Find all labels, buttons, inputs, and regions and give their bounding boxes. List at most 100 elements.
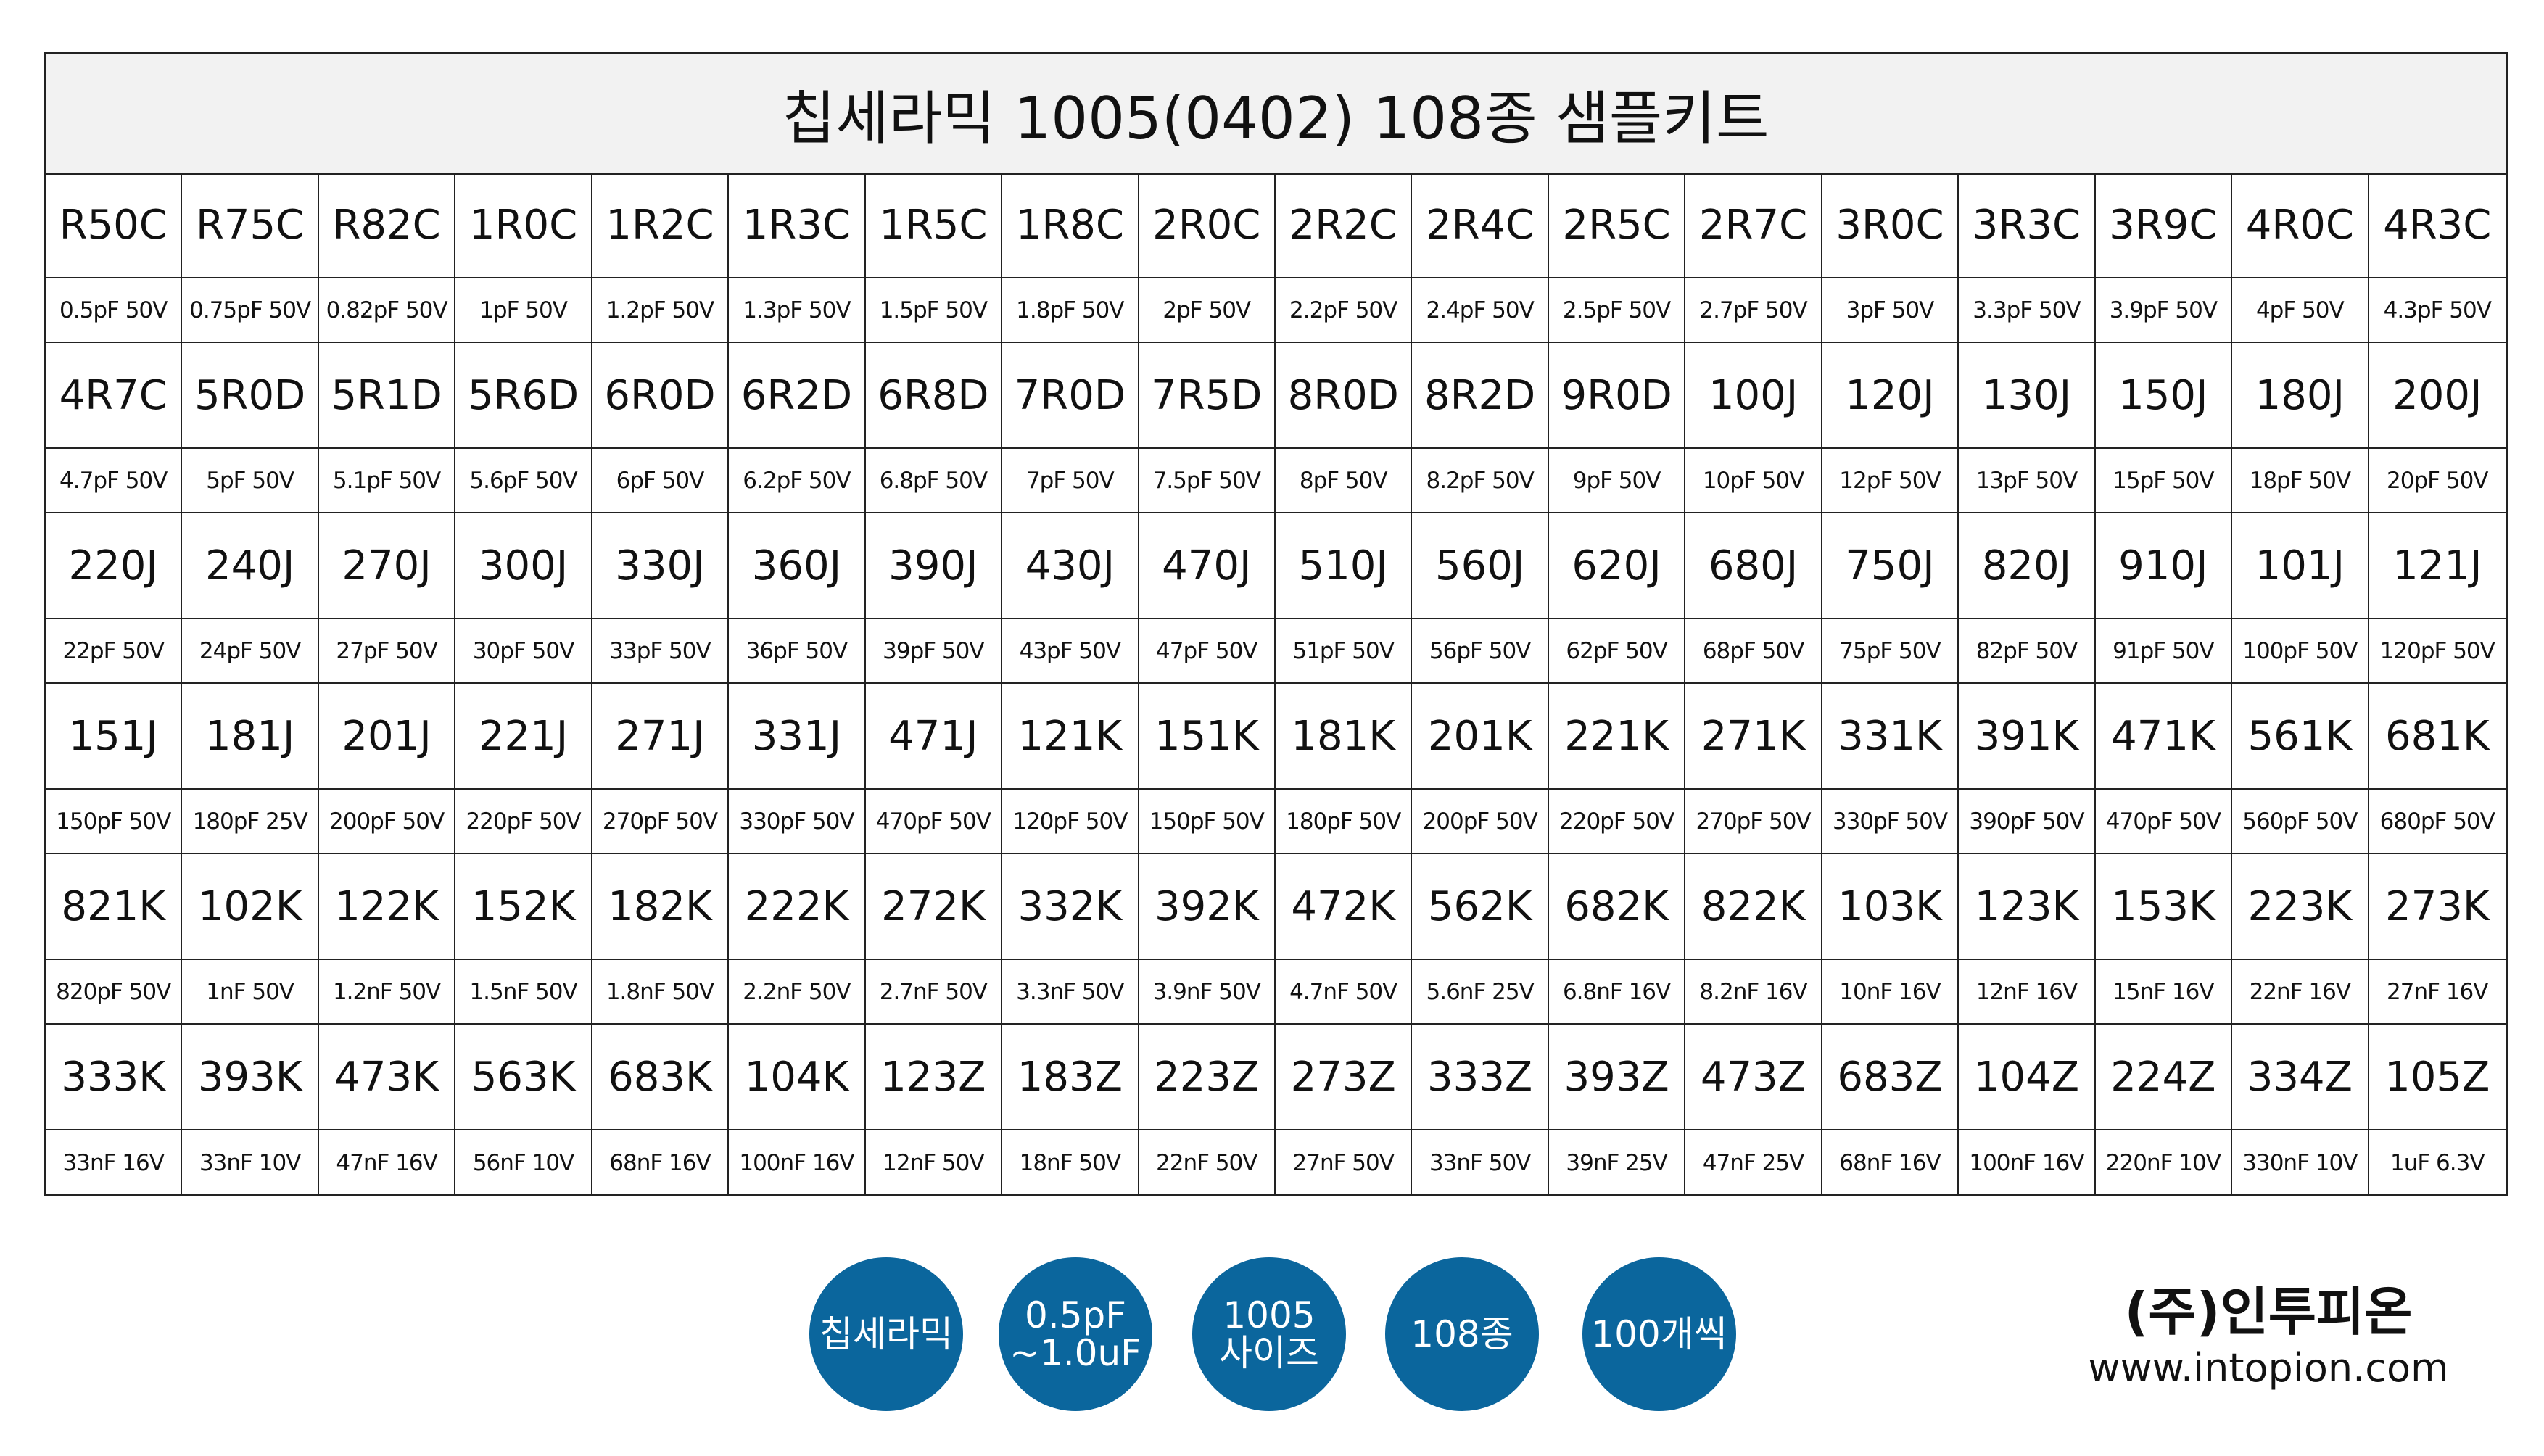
code-cell: 181J [182, 684, 319, 790]
code-cell: 333K [46, 1025, 183, 1130]
code-cell: 104K [729, 1025, 866, 1130]
code-cell: 331K [1822, 684, 1959, 790]
code-cell: 393Z [1548, 1025, 1686, 1130]
value-cell: 2.7nF 50V [865, 960, 1003, 1025]
value-cell: 20pF 50V [2369, 449, 2506, 513]
value-cell: 2.5pF 50V [1548, 278, 1686, 343]
code-cell: 390J [865, 513, 1003, 619]
value-cell: 5.6nF 25V [1412, 960, 1549, 1025]
sample-table: 칩세라믹 1005(0402) 108종 샘플키트 R50C 0.5pF 50V R… [44, 52, 2508, 1196]
code-cell: R50C [46, 173, 183, 278]
code-cell: 181K [1276, 684, 1413, 790]
value-cell: 470pF 50V [865, 790, 1003, 854]
code-cell: 820J [1959, 513, 2096, 619]
value-cell: 18nF 50V [1002, 1130, 1139, 1195]
value-cell: 680pF 50V [2369, 790, 2506, 854]
value-cell: 27nF 50V [1276, 1130, 1413, 1195]
code-cell: 471K [2095, 684, 2233, 790]
code-cell: 1R8C [1002, 173, 1139, 278]
value-cell: 3.3nF 50V [1002, 960, 1139, 1025]
code-cell: 391K [1959, 684, 2096, 790]
code-cell: 122K [318, 854, 456, 960]
code-cell: 271K [1685, 684, 1822, 790]
code-cell: 3R0C [1822, 173, 1959, 278]
value-cell: 120pF 50V [2369, 619, 2506, 684]
badge-text: 0.5pF [1024, 1294, 1126, 1336]
code-cell: 2R7C [1685, 173, 1822, 278]
code-cell: 101J [2232, 513, 2369, 619]
value-cell: 24pF 50V [182, 619, 319, 684]
value-cell: 56pF 50V [1412, 619, 1549, 684]
code-cell: 4R0C [2232, 173, 2369, 278]
company-url: www.intopion.com [2088, 1345, 2449, 1391]
value-cell: 1.2nF 50V [318, 960, 456, 1025]
value-cell: 15pF 50V [2095, 449, 2233, 513]
value-cell: 33nF 50V [1412, 1130, 1549, 1195]
code-cell: 5R0D [182, 343, 319, 449]
code-cell: 473K [318, 1025, 456, 1130]
value-cell: 7.5pF 50V [1139, 449, 1276, 513]
code-cell: 560J [1412, 513, 1549, 619]
code-cell: 182K [592, 854, 730, 960]
code-cell: 510J [1276, 513, 1413, 619]
code-cell: 2R0C [1139, 173, 1276, 278]
value-cell: 6.8nF 16V [1548, 960, 1686, 1025]
value-cell: 12pF 50V [1822, 449, 1959, 513]
value-cell: 33nF 10V [182, 1130, 319, 1195]
value-cell: 82pF 50V [1959, 619, 2096, 684]
value-cell: 13pF 50V [1959, 449, 2096, 513]
value-cell: 10nF 16V [1822, 960, 1959, 1025]
badge: 칩세라믹 [809, 1257, 963, 1411]
value-cell: 470pF 50V [2095, 790, 2233, 854]
value-cell: 7pF 50V [1002, 449, 1139, 513]
value-cell: 1nF 50V [182, 960, 319, 1025]
value-cell: 22nF 16V [2232, 960, 2369, 1025]
code-cell: 272K [865, 854, 1003, 960]
code-cell: 1R0C [455, 173, 592, 278]
value-cell: 39nF 25V [1549, 1130, 1686, 1195]
code-cell: 8R2D [1412, 343, 1549, 449]
value-cell: 200pF 50V [1412, 790, 1549, 854]
badge: 100개씩 [1582, 1257, 1736, 1411]
value-cell: 5.6pF 50V [455, 449, 592, 513]
code-cell: 153K [2095, 854, 2233, 960]
value-cell: 1pF 50V [455, 278, 592, 343]
code-cell: 9R0D [1548, 343, 1686, 449]
value-cell: 5.1pF 50V [318, 449, 456, 513]
code-cell: 273K [2369, 854, 2506, 960]
code-cell: 103K [1822, 854, 1959, 960]
value-cell: 2.2pF 50V [1276, 278, 1413, 343]
code-cell: 220J [46, 513, 183, 619]
code-cell: 2R5C [1548, 173, 1686, 278]
code-cell: 224Z [2095, 1025, 2233, 1130]
badge-text: 1005 [1223, 1294, 1316, 1336]
code-cell: 121J [2369, 513, 2506, 619]
code-cell: 910J [2095, 513, 2233, 619]
value-cell: 390pF 50V [1959, 790, 2096, 854]
value-cell: 1.2pF 50V [592, 278, 730, 343]
code-cell: 7R5D [1139, 343, 1276, 449]
code-cell: 561K [2232, 684, 2369, 790]
code-cell: 120J [1822, 343, 1959, 449]
code-cell: 332K [1002, 854, 1139, 960]
value-cell: 0.75pF 50V [182, 278, 319, 343]
value-cell: 100nF 16V [1959, 1130, 2096, 1195]
code-cell: 7R0D [1002, 343, 1139, 449]
value-cell: 47nF 25V [1685, 1130, 1822, 1195]
value-cell: 2.7pF 50V [1685, 278, 1822, 343]
value-cell: 100pF 50V [2232, 619, 2369, 684]
code-cell: 473Z [1685, 1025, 1822, 1130]
value-cell: 180pF 25V [182, 790, 319, 854]
company-name: (주)인투피온 [2124, 1281, 2413, 1342]
value-cell: 3pF 50V [1822, 278, 1959, 343]
value-cell: 62pF 50V [1548, 619, 1686, 684]
code-cell: 3R3C [1959, 173, 2096, 278]
value-cell: 330nF 10V [2232, 1130, 2369, 1195]
code-cell: 333Z [1412, 1025, 1549, 1130]
value-cell: 18pF 50V [2232, 449, 2369, 513]
value-cell: 180pF 50V [1276, 790, 1413, 854]
value-cell: 330pF 50V [729, 790, 866, 854]
code-cell: 152K [455, 854, 592, 960]
code-cell: 393K [182, 1025, 319, 1130]
value-cell: 12nF 50V [866, 1130, 1003, 1195]
